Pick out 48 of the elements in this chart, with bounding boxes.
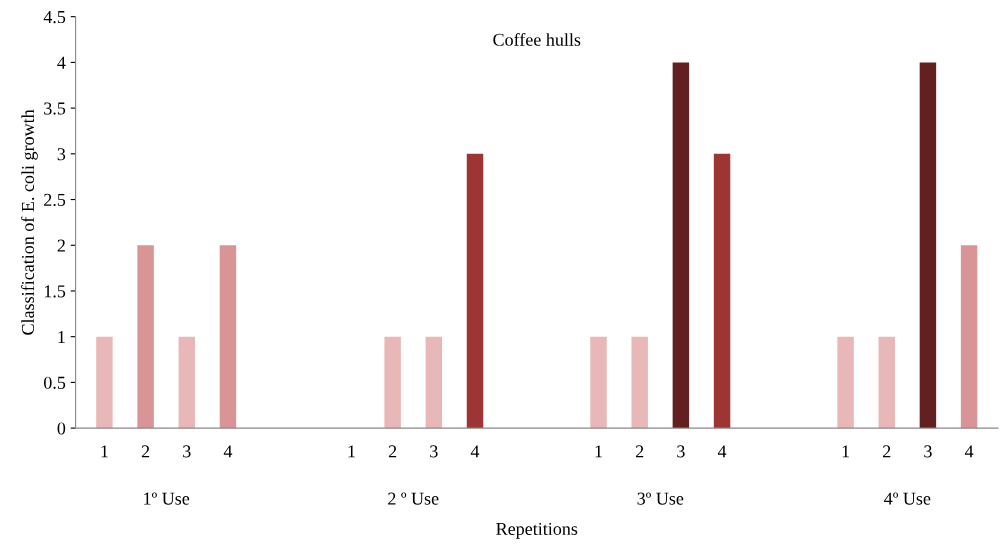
- bar: [590, 336, 607, 429]
- x-axis-title: Repetitions: [496, 522, 578, 539]
- x-tick-label: 4: [717, 445, 727, 458]
- bar: [466, 153, 484, 429]
- bar: [425, 336, 443, 429]
- bar: [960, 245, 978, 429]
- bar: [713, 153, 731, 429]
- x-tick-label: 1: [842, 445, 849, 458]
- bar: [137, 245, 154, 429]
- x-tick-label: 3: [430, 445, 438, 458]
- y-tick-label: 3: [57, 148, 66, 161]
- bar: [219, 245, 237, 429]
- bar: [837, 336, 854, 429]
- bar: [178, 336, 196, 429]
- text: 4º Use: [884, 492, 931, 505]
- bar: [878, 336, 895, 429]
- y-tick-label: 1: [58, 331, 65, 343]
- bar: [919, 62, 937, 429]
- x-tick-label: 3: [183, 445, 191, 458]
- bar: [631, 336, 648, 429]
- bar: [96, 336, 113, 429]
- y-tick-label: 2: [57, 239, 65, 252]
- text: Coffee hulls: [493, 32, 581, 46]
- x-tick-label: 2: [883, 445, 891, 458]
- text: 1º Use: [144, 492, 190, 505]
- y-axis-title: Classification of E. coli growth: [21, 109, 38, 335]
- text: 2 º Use: [388, 492, 439, 505]
- y-tick-label: 0: [57, 422, 66, 435]
- y-tick-label: 2.5: [44, 193, 66, 207]
- x-tick-label: 4: [223, 445, 233, 458]
- x-tick-label: 2: [141, 445, 150, 458]
- y-tick-label: 4.5: [43, 11, 66, 24]
- bar: [672, 62, 690, 429]
- text: 3º Use: [637, 492, 684, 505]
- x-tick-label: 4: [470, 445, 480, 458]
- y-tick-label: 3.5: [44, 102, 66, 115]
- x-tick-label: 1: [595, 445, 602, 458]
- x-tick-label: 2: [388, 445, 397, 458]
- x-tick-label: 2: [635, 445, 644, 458]
- x-tick-label: 3: [924, 445, 932, 458]
- x-tick-label: 1: [348, 445, 355, 458]
- x-tick-label: 1: [101, 445, 108, 458]
- x-tick-label: 3: [677, 445, 685, 458]
- y-tick-label: 0.5: [44, 376, 66, 389]
- y-tick-label: 4: [57, 56, 66, 69]
- y-tick-label: 1.5: [44, 285, 66, 298]
- bar: [384, 336, 401, 429]
- x-tick-label: 4: [964, 445, 974, 458]
